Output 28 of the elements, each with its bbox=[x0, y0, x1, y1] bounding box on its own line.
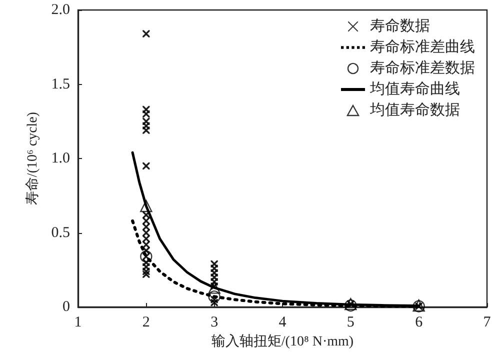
y-tick-label: 1.0 bbox=[51, 150, 70, 166]
point bbox=[142, 110, 150, 118]
y-tick-label: 0 bbox=[62, 299, 70, 315]
point bbox=[142, 270, 150, 278]
point bbox=[142, 30, 150, 38]
legend-label: 均值寿命数据 bbox=[369, 102, 460, 118]
x-tick-label: 6 bbox=[415, 314, 424, 330]
legend-label: 均值寿命曲线 bbox=[369, 80, 460, 98]
y-tick-label: 2.0 bbox=[51, 2, 70, 18]
legend-label: 寿命标准差曲线 bbox=[370, 38, 475, 56]
x-tick-label: 1 bbox=[74, 314, 82, 330]
point bbox=[140, 200, 152, 212]
point bbox=[140, 250, 152, 263]
legend-label: 寿命标准差数据 bbox=[370, 60, 475, 76]
point bbox=[208, 282, 220, 294]
x-tick-label: 4 bbox=[278, 314, 287, 330]
x-tick-label: 7 bbox=[483, 314, 492, 330]
x-axis-title: 输入轴扭矩/(10⁸ N·mm) bbox=[211, 334, 354, 350]
point bbox=[142, 162, 150, 170]
y-tick-label: 0.5 bbox=[51, 224, 70, 241]
x-tick-label: 5 bbox=[346, 314, 354, 330]
x-tick-label: 2 bbox=[142, 314, 150, 330]
legend-label: 寿命数据 bbox=[370, 18, 430, 34]
point bbox=[208, 290, 220, 303]
y-axis-title: 寿命/(10⁶ cycle) bbox=[24, 112, 40, 206]
x-tick-label: 3 bbox=[210, 314, 218, 330]
y-tick-label: 1.5 bbox=[51, 76, 70, 92]
point bbox=[142, 126, 150, 134]
